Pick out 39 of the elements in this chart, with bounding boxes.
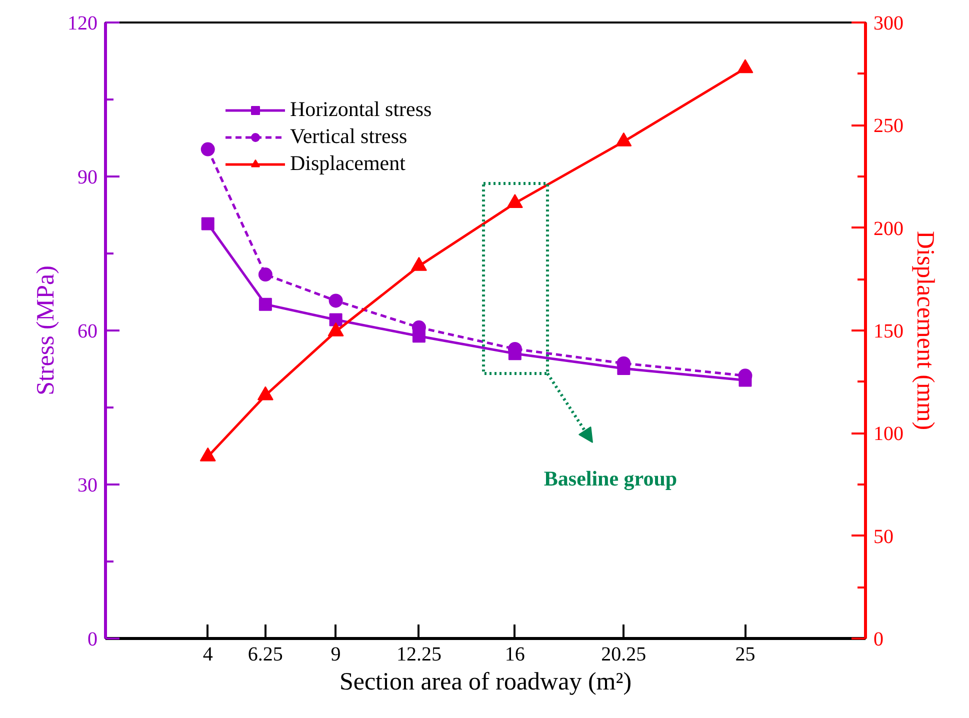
point: [258, 298, 272, 311]
y2-tick-label: 200: [874, 218, 904, 240]
y-tick-label: 90: [78, 166, 98, 188]
x-tick-label: 20.25: [601, 644, 646, 666]
point: [329, 313, 342, 326]
legend-label: Horizontal stress: [290, 97, 432, 122]
legend-label: Displacement: [290, 151, 406, 176]
x-tick-label: 9: [330, 644, 341, 666]
y-tick-label: 30: [78, 474, 98, 496]
point: [258, 268, 272, 282]
point: [410, 256, 427, 271]
y2-axis-title: Displacement (mm): [912, 230, 938, 430]
y2-tick-label: 250: [874, 115, 904, 138]
x-tick-label: 16: [504, 644, 525, 666]
point: [328, 294, 343, 308]
y-axis-title: Stress (MPa): [32, 266, 60, 396]
point: [328, 322, 344, 336]
x-tick-label: 6.25: [248, 644, 283, 666]
legend-label: Vertical stress: [290, 124, 408, 149]
y2-tick-label: 50: [874, 526, 894, 548]
y2-tick-label: 300: [874, 12, 904, 34]
y-tick-label: 120: [68, 12, 98, 34]
x-tick-label: 12.25: [396, 644, 442, 666]
y2-tick-label: 0: [874, 628, 884, 650]
point: [201, 217, 214, 230]
point: [616, 132, 632, 146]
point: [737, 59, 754, 74]
point: [200, 447, 216, 462]
x-tick-label: 4: [202, 644, 213, 666]
point: [506, 194, 523, 208]
y-tick-label: 0: [88, 628, 98, 650]
annotation: Baseline group: [544, 466, 678, 490]
y2-tick-label: 100: [874, 423, 904, 446]
x-axis-title: Section area of roadway (m²): [339, 668, 632, 696]
x-tick-label: 25: [735, 644, 756, 666]
y-tick-label: 60: [78, 320, 98, 342]
point: [200, 142, 215, 156]
point: [257, 386, 274, 400]
y2-tick-label: 150: [874, 320, 904, 342]
